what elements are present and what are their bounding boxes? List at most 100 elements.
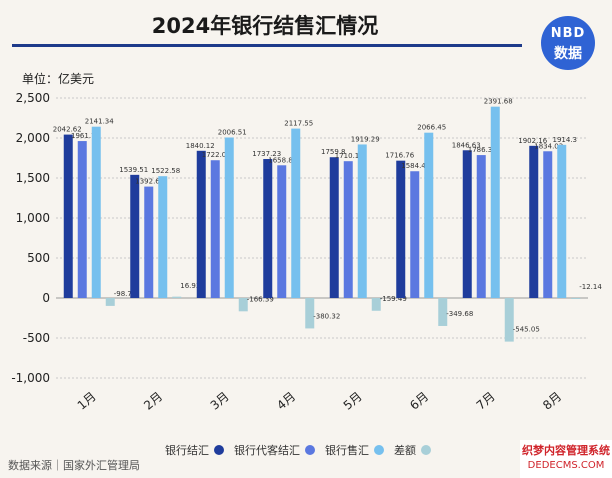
data-label: 2066.45 bbox=[417, 124, 446, 132]
data-label: 1722.07 bbox=[202, 151, 231, 159]
data-label: 2042.62 bbox=[53, 126, 82, 134]
legend-item: 银行代客结汇 bbox=[234, 442, 315, 458]
y-tick-label: -500 bbox=[23, 331, 50, 345]
data-label: -380.32 bbox=[313, 312, 340, 320]
data-label: 1914.3 bbox=[553, 136, 578, 144]
legend-item: 银行结汇 bbox=[165, 442, 224, 458]
watermark-badge: 织梦内容管理系统 DEDECMS.COM bbox=[520, 440, 612, 478]
data-label: 1961.7 bbox=[71, 132, 96, 140]
logo-text-data: 数据 bbox=[554, 46, 582, 62]
bar bbox=[130, 174, 140, 298]
data-label: 1522.58 bbox=[151, 167, 180, 175]
bar bbox=[504, 298, 514, 342]
bar bbox=[438, 298, 448, 326]
bar bbox=[158, 176, 168, 298]
bar bbox=[343, 161, 353, 298]
chart-legend: 银行结汇 银行代客结汇 银行售汇 差额 bbox=[165, 442, 441, 458]
data-label: -166.39 bbox=[247, 295, 274, 303]
data-label: 2141.34 bbox=[85, 118, 114, 126]
unit-label: 单位：亿美元 bbox=[22, 72, 95, 86]
bar bbox=[357, 144, 367, 298]
y-tick-label: 2,500 bbox=[16, 91, 50, 105]
bar bbox=[263, 159, 273, 298]
chart-title: 2024年银行结售汇情况 bbox=[151, 14, 379, 38]
legend-label: 银行代客结汇 bbox=[234, 444, 300, 457]
title-rule bbox=[12, 44, 522, 47]
logo-text-nbd: NBD bbox=[550, 26, 586, 41]
data-label: 1840.12 bbox=[186, 142, 215, 150]
data-label: 1919.29 bbox=[351, 135, 380, 143]
watermark-line-2: DEDECMS.COM bbox=[527, 460, 605, 471]
data-label: 1902.16 bbox=[518, 137, 547, 145]
data-label: 1834.03 bbox=[534, 142, 563, 150]
y-tick-label: -1,000 bbox=[11, 371, 50, 385]
y-tick-label: 1,000 bbox=[16, 211, 50, 225]
x-tick-label: 8月 bbox=[540, 389, 564, 412]
data-label: 1846.63 bbox=[452, 141, 481, 149]
legend-item: 差额 bbox=[394, 442, 431, 458]
data-label: 1658.84 bbox=[268, 156, 297, 164]
y-tick-label: 0 bbox=[42, 291, 50, 305]
bar bbox=[557, 144, 567, 298]
data-label: 1759.8 bbox=[321, 148, 346, 156]
bar bbox=[462, 150, 472, 298]
y-tick-label: 2,000 bbox=[16, 131, 50, 145]
x-tick-label: 2月 bbox=[141, 389, 165, 412]
bar bbox=[105, 298, 115, 306]
bar bbox=[196, 150, 206, 298]
x-tick-label: 7月 bbox=[474, 389, 498, 412]
data-label: 2006.51 bbox=[218, 128, 247, 136]
bar bbox=[277, 165, 287, 298]
bar bbox=[424, 132, 434, 298]
bar bbox=[571, 298, 581, 299]
bar bbox=[172, 296, 182, 298]
legend-swatch bbox=[374, 445, 384, 455]
data-label: 1392.63 bbox=[135, 178, 164, 186]
bar bbox=[291, 128, 301, 298]
legend-label: 银行售汇 bbox=[325, 444, 369, 457]
bar bbox=[238, 298, 248, 312]
data-label: 1786.39 bbox=[468, 146, 497, 154]
bar bbox=[77, 141, 87, 298]
bar bbox=[91, 126, 101, 298]
legend-swatch bbox=[421, 445, 431, 455]
bar bbox=[210, 160, 220, 298]
data-label: 2117.55 bbox=[284, 120, 313, 128]
bar bbox=[490, 106, 500, 298]
data-label: 1716.76 bbox=[385, 152, 414, 160]
watermark-line-1: 织梦内容管理系统 bbox=[522, 444, 610, 457]
bar bbox=[224, 137, 234, 298]
data-label: 16.93 bbox=[180, 282, 200, 290]
bar bbox=[305, 298, 315, 329]
legend-label: 银行结汇 bbox=[165, 444, 209, 457]
bar bbox=[476, 155, 486, 298]
bar bbox=[410, 171, 420, 298]
bar bbox=[144, 186, 154, 298]
data-label: 1737.23 bbox=[252, 150, 281, 158]
legend-swatch bbox=[305, 445, 315, 455]
bar bbox=[529, 145, 539, 298]
legend-swatch bbox=[214, 445, 224, 455]
data-label: 1539.51 bbox=[119, 166, 148, 174]
data-label: 1584.47 bbox=[401, 162, 430, 170]
data-label: -98.72 bbox=[114, 290, 137, 298]
data-label: -349.68 bbox=[446, 310, 473, 318]
legend-item: 银行售汇 bbox=[325, 442, 384, 458]
x-tick-label: 1月 bbox=[75, 389, 99, 412]
x-tick-label: 4月 bbox=[274, 389, 298, 412]
x-tick-label: 6月 bbox=[407, 389, 431, 412]
y-tick-label: 1,500 bbox=[16, 171, 50, 185]
bar bbox=[396, 160, 406, 298]
y-tick-label: 500 bbox=[27, 251, 50, 265]
x-tick-label: 5月 bbox=[341, 389, 365, 412]
legend-label: 差额 bbox=[394, 444, 416, 457]
data-label: -545.05 bbox=[513, 326, 540, 334]
data-label: 1710.11 bbox=[335, 152, 364, 160]
data-source: 数据来源｜国家外汇管理局 bbox=[8, 459, 140, 472]
bar bbox=[63, 134, 73, 298]
data-label: 2391.68 bbox=[484, 98, 513, 106]
bar bbox=[543, 151, 553, 298]
x-tick-label: 3月 bbox=[208, 389, 232, 412]
data-label: -159.49 bbox=[380, 295, 407, 303]
